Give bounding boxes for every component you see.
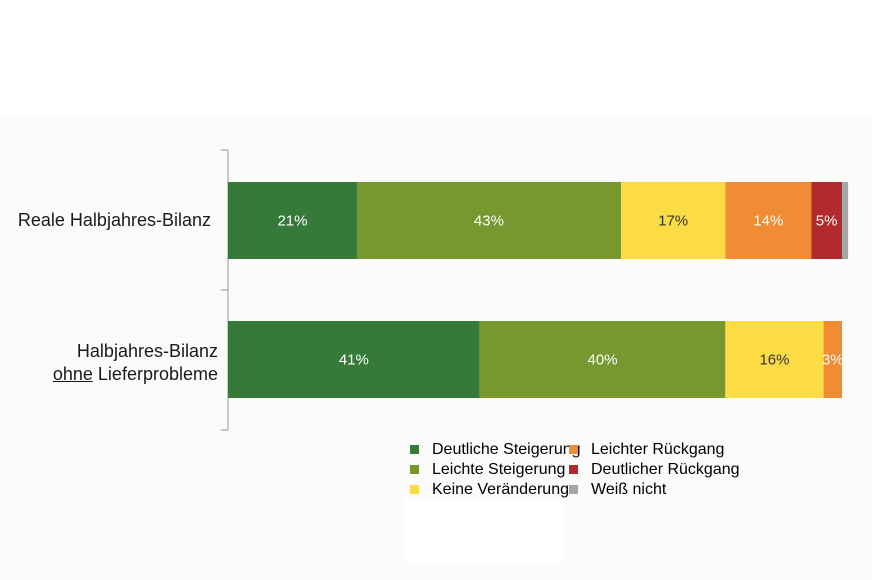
bar-segment-1-6: [842, 182, 849, 259]
legend-swatch-3: [410, 485, 419, 494]
data-label-2-4: 3%: [822, 352, 844, 369]
bar-segment-2-1: [228, 321, 480, 398]
legend-label-3: Keine Veränderung: [432, 481, 569, 498]
bar-segment-1-3: [620, 182, 726, 259]
legend-swatch-2: [410, 465, 419, 474]
category-label-2-line-1: Halbjahres-Bilanz: [76, 341, 218, 361]
legend-label-1: Deutliche Steigerung: [432, 441, 581, 458]
category-label-2-rest: Lieferprobleme: [92, 364, 218, 384]
legend-swatch-6: [569, 485, 578, 494]
legend-label-4: Leichter Rückgang: [591, 441, 725, 458]
category-label-2-underlined: ohne: [52, 364, 93, 384]
category-label-2-line-2: ohne Lieferprobleme: [0, 363, 218, 386]
legend-swatch-4: [569, 445, 578, 454]
legend-label-5: Deutlicher Rückgang: [591, 461, 740, 478]
legend-label-2: Leichte Steigerung: [432, 461, 566, 478]
bar-segment-1-1: [228, 182, 357, 259]
bar-segment-2-4: [823, 321, 842, 398]
data-label-1-4: 14%: [753, 213, 783, 230]
bar-segment-1-2: [356, 182, 621, 259]
category-label-1-line: Reale Halbjahres-Bilanz: [17, 210, 211, 230]
category-label-1: Reale Halbjahres-Bilanz: [0, 209, 211, 232]
bar-segment-2-3: [725, 321, 824, 398]
bar-segment-2-2: [479, 321, 726, 398]
data-label-1-5: 5%: [816, 213, 838, 230]
blank-patch: [404, 500, 564, 562]
data-label-2-2: 40%: [588, 352, 618, 369]
data-label-1-3: 17%: [658, 213, 688, 230]
legend-label-6: Weiß nicht: [591, 481, 667, 498]
category-label-2: Halbjahres-Bilanz ohne Lieferprobleme: [0, 340, 218, 386]
data-label-1-2: 43%: [474, 213, 504, 230]
data-label-2-3: 16%: [759, 352, 789, 369]
data-label-2-1: 41%: [339, 352, 369, 369]
legend-swatch-1: [410, 445, 419, 454]
bar-segment-1-5: [811, 182, 842, 259]
bar-segment-1-4: [725, 182, 812, 259]
data-label-1-1: 21%: [277, 213, 307, 230]
legend-swatch-5: [569, 465, 578, 474]
